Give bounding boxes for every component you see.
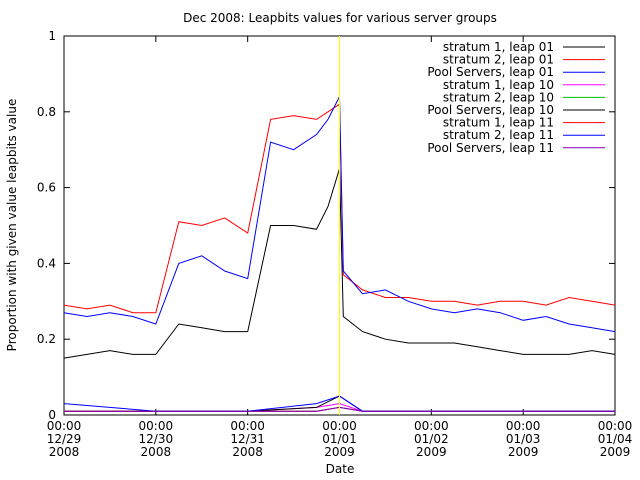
- y-tick-label: 0.8: [37, 105, 56, 119]
- legend-label: stratum 1, leap 01: [443, 40, 554, 54]
- x-axis-title: Date: [326, 462, 355, 476]
- x-tick-label-year: 2009: [508, 445, 539, 459]
- legend-label: stratum 2, leap 01: [443, 53, 554, 67]
- legend-label: Pool Servers, leap 01: [427, 65, 554, 79]
- y-tick-label: 0: [48, 408, 56, 422]
- legend-label: stratum 2, leap 10: [443, 90, 554, 104]
- x-tick-label-date: 12/30: [139, 432, 174, 446]
- x-tick-label-time: 00:00: [598, 419, 633, 433]
- x-tick-label-date: 01/01: [322, 432, 357, 446]
- y-tick-label: 0.6: [37, 181, 56, 195]
- x-tick-label-date: 12/29: [47, 432, 82, 446]
- legend-label: stratum 1, leap 10: [443, 78, 554, 92]
- x-tick-label-time: 00:00: [230, 419, 265, 433]
- x-tick-label-date: 01/02: [414, 432, 449, 446]
- x-tick-label-year: 2008: [49, 445, 80, 459]
- y-tick-label: 0.2: [37, 332, 56, 346]
- y-tick-label: 0.4: [37, 256, 56, 270]
- y-axis: 0 0.2 0.4 0.6 0.8 1: [37, 29, 615, 422]
- x-axis: 00:0012/29200800:0012/30200800:0012/3120…: [47, 36, 633, 459]
- legend-label: stratum 2, leap 11: [443, 128, 554, 142]
- x-tick-label-time: 00:00: [47, 419, 82, 433]
- x-tick-label-year: 2009: [324, 445, 355, 459]
- legend-label: stratum 1, leap 11: [443, 116, 554, 130]
- x-tick-label-date: 01/03: [506, 432, 541, 446]
- legend-label: Pool Servers, leap 10: [427, 103, 554, 117]
- chart-title: Dec 2008: Leapbits values for various se…: [183, 11, 497, 25]
- x-tick-label-date: 01/04: [598, 432, 633, 446]
- x-tick-label-year: 2009: [600, 445, 631, 459]
- x-tick-label-time: 00:00: [139, 419, 174, 433]
- x-tick-label-date: 12/31: [230, 432, 265, 446]
- x-tick-label-year: 2008: [141, 445, 172, 459]
- x-tick-label-time: 00:00: [322, 419, 357, 433]
- x-tick-label-year: 2009: [416, 445, 447, 459]
- y-axis-title: Proportion with given value leapbits val…: [5, 99, 19, 352]
- x-tick-label-time: 00:00: [506, 419, 541, 433]
- x-tick-label-time: 00:00: [414, 419, 449, 433]
- legend-label: Pool Servers, leap 11: [427, 141, 554, 155]
- x-tick-label-year: 2008: [232, 445, 263, 459]
- series-layer: [63, 36, 616, 415]
- y-tick-label: 1: [48, 29, 56, 43]
